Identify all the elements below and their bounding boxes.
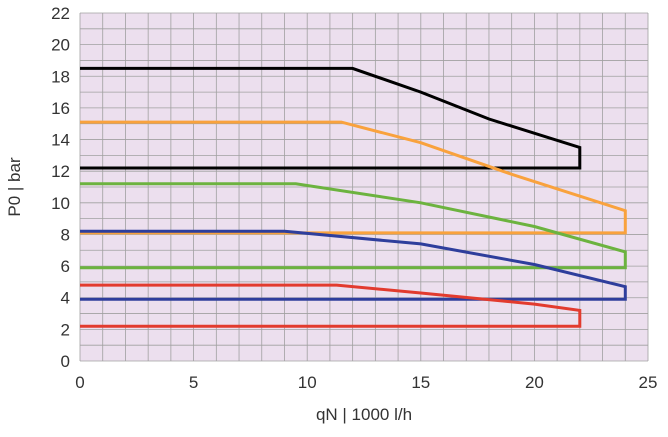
y-tick-label: 16	[51, 99, 70, 118]
y-axis-label: P0 | bar	[5, 157, 24, 217]
x-tick-label: 25	[639, 373, 658, 392]
x-tick-label: 20	[525, 373, 544, 392]
y-tick-label: 22	[51, 4, 70, 23]
series-line-3	[80, 182, 627, 270]
y-tick-label: 0	[61, 352, 70, 371]
y-tick-label: 6	[61, 257, 70, 276]
y-tick-label: 8	[61, 225, 70, 244]
series-layer	[80, 66, 627, 328]
y-tick-label: 4	[61, 289, 70, 308]
series-line-2	[80, 120, 627, 235]
tick-labels: 0 5 10 15 20 25 0 2 4 6 8 10 12 14 16 18 20 22	[51, 4, 657, 392]
series-line-1	[80, 66, 582, 170]
x-tick-label: 0	[75, 373, 84, 392]
y-tick-label: 14	[51, 131, 70, 150]
series-line-4	[80, 229, 627, 301]
y-tick-label: 12	[51, 162, 70, 181]
y-tick-label: 2	[61, 320, 70, 339]
x-tick-label: 15	[411, 373, 430, 392]
x-tick-label: 10	[298, 373, 317, 392]
y-tick-label: 18	[51, 67, 70, 86]
y-tick-label: 20	[51, 36, 70, 55]
series-line-5	[80, 283, 582, 328]
y-tick-label: 10	[51, 194, 70, 213]
x-tick-label: 5	[189, 373, 198, 392]
x-axis-label: qN | 1000 l/h	[316, 405, 412, 424]
